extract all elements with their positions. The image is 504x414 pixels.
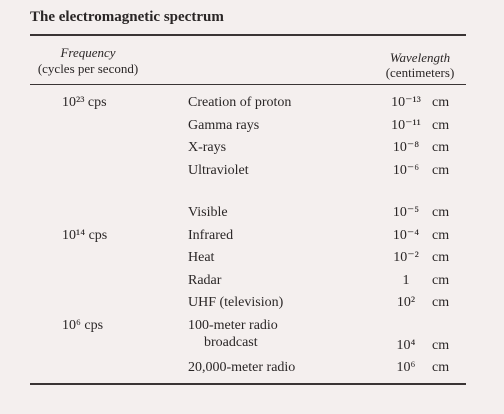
unit: cm — [432, 117, 450, 133]
wavelength: 10⁻⁸ — [392, 140, 420, 155]
wavelength: 10⁶ — [396, 360, 416, 375]
name: 20,000-meter radio — [188, 360, 296, 375]
wavelength: 10² — [396, 295, 416, 310]
header-rule — [30, 84, 466, 85]
wavelength: 10⁻⁵ — [392, 205, 420, 220]
name: Infrared — [188, 227, 234, 243]
name: Radar — [188, 272, 222, 288]
unit: cm — [432, 95, 450, 110]
name: Creation of proton — [188, 95, 292, 110]
wavelength: 10⁻¹³ — [391, 95, 421, 110]
name: Heat — [188, 250, 215, 265]
title: The electromagnetic spectrum — [30, 9, 224, 25]
name: Ultraviolet — [188, 162, 249, 178]
frequency: 10¹⁴ cps — [62, 227, 108, 243]
unit: cm — [432, 272, 450, 288]
unit: cm — [432, 162, 450, 178]
name: Visible — [188, 205, 228, 220]
wavelength: 1 — [402, 272, 410, 288]
name: broadcast — [204, 334, 258, 350]
wavelength-header: Wavelength — [389, 50, 451, 65]
unit: cm — [432, 337, 450, 353]
frequency: 10²³ cps — [62, 95, 107, 110]
unit: cm — [432, 295, 450, 310]
name: X-rays — [188, 140, 227, 155]
frequency-unit: (cycles per second) — [37, 61, 139, 76]
name: UHF (television) — [188, 295, 284, 310]
frequency-header: Frequency — [60, 45, 116, 60]
bottom-rule — [30, 383, 466, 385]
wavelength: 10⁻⁴ — [392, 227, 420, 243]
wavelength: 10⁻¹¹ — [391, 117, 421, 133]
name: Gamma rays — [188, 117, 260, 133]
unit: cm — [432, 227, 450, 243]
wavelength: 10⁻² — [393, 250, 419, 265]
name: 100-meter radio — [188, 317, 278, 333]
frequency: 10⁶ cps — [62, 317, 104, 333]
wavelength-unit: (centimeters) — [385, 65, 455, 80]
unit: cm — [432, 360, 450, 375]
top-rule — [30, 34, 466, 36]
wavelength: 10⁻⁶ — [392, 162, 420, 178]
unit: cm — [432, 250, 450, 265]
unit: cm — [432, 140, 450, 155]
wavelength: 10⁴ — [396, 337, 416, 353]
unit: cm — [432, 205, 450, 220]
